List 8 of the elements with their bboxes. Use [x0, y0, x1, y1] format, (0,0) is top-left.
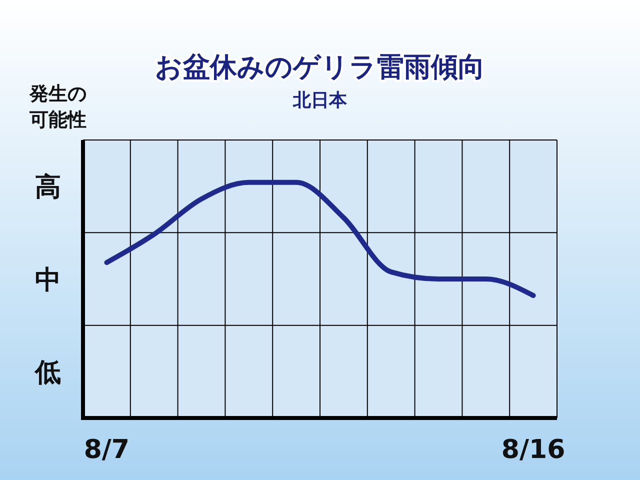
text: 低 — [34, 358, 61, 388]
x-tick-label: 8/16 — [501, 435, 566, 465]
x-tick-label: 8/7 — [84, 435, 130, 465]
y-axis-title: 発生の可能性 — [28, 83, 86, 131]
chart-title: お盆休みのゲリラ雷雨傾向 — [155, 52, 485, 83]
text: 高 — [35, 172, 61, 203]
chart-subtitle: 北日本 — [292, 90, 348, 111]
text: 中 — [35, 265, 61, 296]
